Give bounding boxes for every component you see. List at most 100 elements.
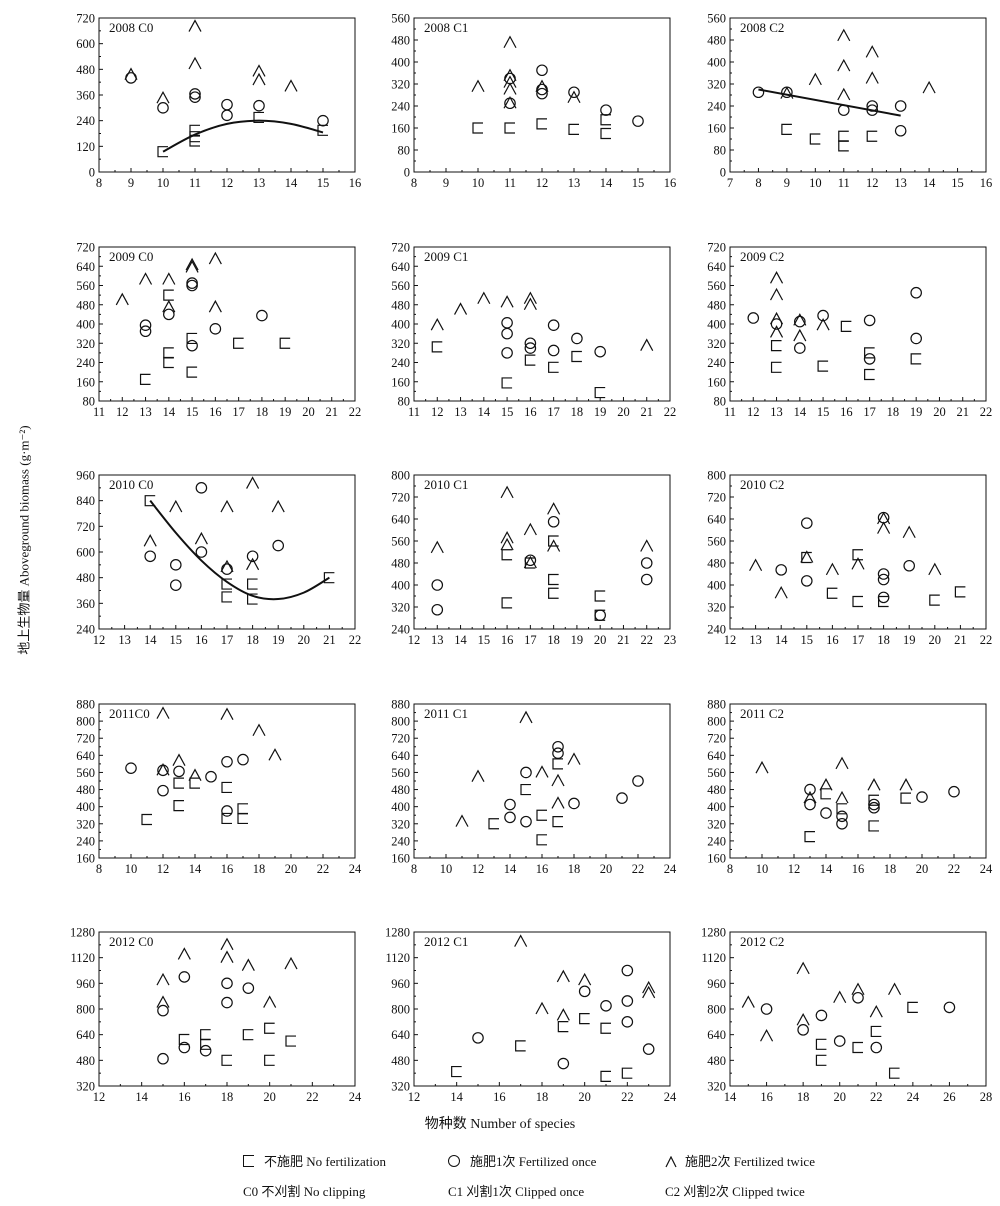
data-point-fertilized-twice [760, 1029, 774, 1042]
data-point-no-fertilization [852, 595, 863, 608]
data-point-fertilized-once [170, 559, 182, 571]
y-tick-label: 640 [391, 749, 410, 763]
legend-c1: C1 刈割1次 Clipped once [448, 1184, 585, 1199]
x-tick-label: 18 [884, 862, 897, 876]
x-tick-label: 14 [820, 862, 833, 876]
x-tick-label: 10 [125, 862, 138, 876]
data-point-no-fertilization [163, 289, 174, 301]
x-tick-label: 19 [903, 633, 916, 647]
data-point-no-fertilization [488, 818, 499, 830]
data-point-fertilized-twice [220, 707, 234, 720]
data-point-fertilized-twice [770, 271, 784, 284]
x-tick-label: 12 [157, 862, 170, 876]
data-point-no-fertilization [548, 587, 559, 599]
panel-10: 8 10 12 14 16 18 20 22 24 160 240 320 400 480 560 640 72… [76, 698, 362, 877]
data-point-no-fertilization [870, 1025, 882, 1038]
legend-no-fertilization-label: 不施肥 No fertilization [264, 1154, 387, 1169]
data-point-no-fertilization [929, 594, 940, 606]
x-tick-label: 12 [408, 1090, 421, 1104]
x-tick-label: 15 [317, 176, 330, 190]
panel-9: 12 13 14 15 16 17 18 19 20 21 22 240 320 400 480 560 640… [707, 469, 992, 648]
data-point-no-fertilization [285, 1035, 296, 1047]
y-tick-label: 480 [391, 1054, 410, 1068]
y-tick-label: 400 [391, 318, 410, 332]
panel-4: 11 12 13 14 15 16 17 18 19 20 21 22 80 160 240 320 400 48… [76, 241, 361, 420]
data-point-fertilized-once [139, 319, 152, 332]
legend-fertilized-once-label: 施肥1次 Fertilized once [470, 1154, 597, 1169]
data-point-no-fertilization [552, 816, 563, 828]
data-point-fertilized-twice [268, 748, 282, 761]
x-tick-label: 14 [144, 633, 157, 647]
data-point-fertilized-once [317, 114, 329, 127]
y-tick-label: 600 [76, 546, 95, 560]
x-tick-label: 14 [163, 405, 176, 419]
data-point-no-fertilization [173, 777, 184, 789]
x-tick-label: 19 [910, 405, 923, 419]
x-tick-label: 11 [408, 405, 420, 419]
x-tick-label: 22 [349, 633, 362, 647]
data-point-fertilized-once [504, 798, 516, 811]
data-point-fertilized-twice [188, 19, 202, 32]
data-point-fertilized-once [621, 1016, 634, 1028]
x-tick-label: 12 [536, 176, 549, 190]
x-tick-label: 13 [454, 405, 467, 419]
panel-2: 8 9 10 11 12 13 14 15 16080160240320400480560200… [391, 12, 676, 191]
data-point-no-fertilization [237, 803, 248, 815]
data-point-no-fertilization [548, 573, 559, 586]
panel-title: 2010 C0 [109, 477, 153, 492]
x-tick-label: 9 [443, 176, 449, 190]
data-point-fertilized-once [237, 753, 249, 766]
y-tick-label: 560 [76, 279, 95, 293]
data-point-fertilized-twice [252, 64, 266, 77]
data-point-fertilized-twice [246, 557, 260, 571]
y-tick-label: 720 [391, 732, 410, 746]
y-axis-label: 地上生物量 Aboveground biomass (g·m⁻²) [16, 425, 32, 655]
x-tick-label: 13 [118, 633, 131, 647]
data-point-fertilized-twice [188, 768, 202, 781]
data-point-fertilized-twice [156, 995, 170, 1008]
data-point-fertilized-twice [124, 67, 138, 80]
plot-frame [98, 931, 356, 1087]
panel-title: 2012 C0 [109, 934, 153, 949]
y-tick-label: 120 [76, 140, 95, 154]
panel-title: 2008 C2 [740, 20, 784, 35]
data-point-fertilized-twice [825, 562, 839, 576]
data-point-no-fertilization [186, 366, 198, 378]
data-point-no-fertilization [820, 788, 831, 800]
legend-c0: C0 不刈割 No clipping [243, 1184, 366, 1199]
data-point-fertilized-twice [640, 539, 654, 552]
y-tick-label: 400 [707, 56, 726, 70]
x-tick-label: 22 [640, 633, 653, 647]
panel-1: 8 9 10 11 12 13 14 15 16 0 120 240 360 480 600 720 2008 … [76, 12, 361, 191]
x-tick-label: 20 [578, 1090, 591, 1104]
data-point-fertilized-twice [185, 257, 199, 271]
x-tick-label: 17 [524, 633, 537, 647]
data-point-fertilized-once [868, 801, 880, 814]
data-point-no-fertilization [524, 354, 536, 366]
x-tick-label: 13 [431, 633, 444, 647]
y-tick-label: 80 [714, 144, 727, 158]
triangle-marker-icon [665, 1156, 677, 1168]
data-point-fertilized-once [804, 783, 816, 796]
x-tick-label: 17 [221, 633, 234, 647]
data-point-no-fertilization [868, 820, 879, 832]
y-tick-label: 560 [707, 279, 726, 293]
data-point-fertilized-once [199, 1044, 212, 1057]
panel-7: 12 13 14 15 16 17 18 19 20 21 22 240 360 480 600 720 840… [76, 469, 361, 648]
data-point-fertilized-twice [640, 338, 654, 351]
x-tick-label: 10 [472, 176, 485, 190]
data-point-fertilized-twice [514, 934, 528, 947]
data-point-no-fertilization [144, 495, 156, 507]
data-point-fertilized-twice [642, 980, 656, 994]
data-point-fertilized-once [800, 575, 813, 587]
x-tick-label: 15 [817, 405, 830, 419]
data-point-fertilized-once [642, 1043, 655, 1055]
data-point-no-fertilization [809, 133, 821, 145]
data-point-fertilized-once [125, 762, 137, 774]
data-point-fertilized-twice [535, 765, 549, 778]
x-tick-label: 16 [209, 405, 222, 419]
data-point-fertilized-twice [162, 299, 176, 313]
x-tick-label: 16 [536, 862, 549, 876]
data-point-fertilized-twice [172, 753, 186, 766]
y-tick-label: 1120 [70, 951, 95, 965]
